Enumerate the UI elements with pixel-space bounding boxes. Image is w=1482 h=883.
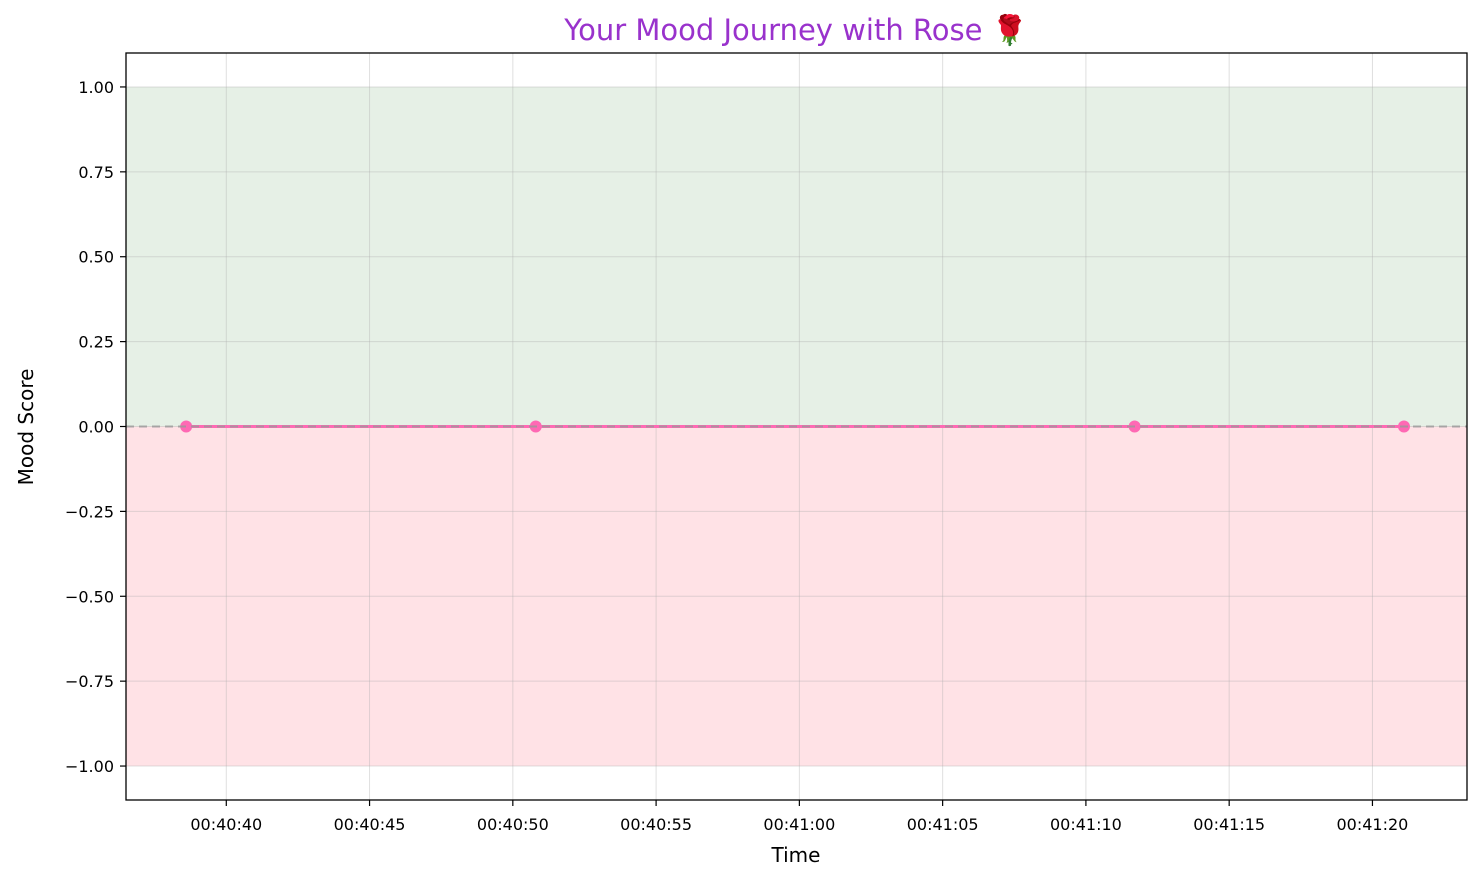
x-tick-label: 00:41:05 — [907, 815, 979, 834]
x-tick-label: 00:41:15 — [1193, 815, 1265, 834]
y-tick-label: 0.00 — [78, 418, 114, 437]
chart-title: Your Mood Journey with Rose 🌹 — [563, 12, 1028, 47]
mood-data-point — [180, 420, 193, 433]
x-tick-label: 00:40:40 — [190, 815, 262, 834]
x-tick-label: 00:40:55 — [620, 815, 692, 834]
y-tick-label: −0.75 — [65, 672, 114, 691]
x-tick-label: 00:41:10 — [1050, 815, 1122, 834]
plot-area: 00:40:40 00:40:45 00:40:50 00:40:55 00:41:00… — [65, 52, 1468, 834]
y-tick-label: −1.00 — [65, 757, 114, 776]
y-tick-label: 0.50 — [78, 248, 114, 267]
x-tick-label: 00:40:50 — [477, 815, 549, 834]
negative-mood-band — [126, 426, 1467, 767]
x-tick-label: 00:41:00 — [763, 815, 835, 834]
x-axis-label: Time — [771, 843, 821, 867]
x-tick-label: 00:41:20 — [1337, 815, 1409, 834]
y-axis-label: Mood Score — [14, 369, 38, 486]
y-tick-label: 1.00 — [78, 78, 114, 97]
positive-mood-band — [126, 86, 1467, 427]
x-tick-label: 00:40:45 — [334, 815, 406, 834]
y-tick-label: −0.25 — [65, 502, 114, 521]
y-tick-label: 0.25 — [78, 333, 114, 352]
y-tick-label: 0.75 — [78, 163, 114, 182]
y-tick-label: −0.50 — [65, 587, 114, 606]
